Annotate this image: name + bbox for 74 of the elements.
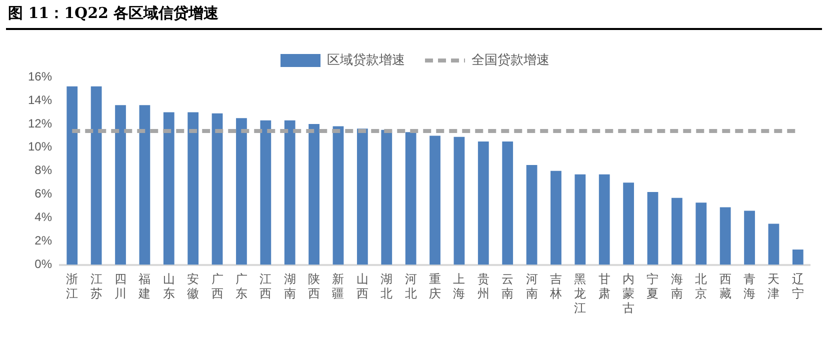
- x-tick-label: 甘肃: [598, 272, 610, 301]
- bar: [163, 112, 174, 265]
- x-tick-label: 北京: [695, 272, 708, 301]
- bar: [623, 182, 634, 265]
- bar: [90, 86, 102, 265]
- x-tick-label: 吉林: [548, 272, 562, 301]
- bar: [696, 202, 707, 265]
- bar: [647, 192, 658, 265]
- bar: [66, 86, 78, 265]
- bar: [792, 250, 804, 265]
- bar: [212, 113, 223, 265]
- x-tick-label: 广西: [211, 272, 224, 301]
- x-tick-label: 江苏: [90, 272, 102, 301]
- bar: [356, 128, 368, 265]
- bar: [381, 130, 392, 265]
- x-tick-label: 内蒙古: [622, 272, 635, 315]
- x-tick-label: 宁夏: [646, 272, 659, 301]
- legend-label: 区域贷款增速: [327, 52, 405, 68]
- x-tick-label: 湖北: [380, 272, 393, 301]
- x-tick-label: 天津: [768, 272, 780, 301]
- bar: [720, 207, 731, 265]
- legend-label: 全国贷款增速: [472, 52, 550, 68]
- x-tick-label: 安徽: [187, 272, 200, 301]
- x-tick-label: 青海: [744, 272, 756, 301]
- bar: [671, 198, 682, 265]
- x-tick-label: 陕西: [308, 272, 320, 301]
- bar: [332, 126, 344, 265]
- x-tick-label: 贵州: [477, 272, 490, 301]
- bar: [430, 136, 440, 265]
- bar: [574, 174, 586, 265]
- x-tick-label: 海南: [670, 272, 683, 301]
- y-tick-label: 0%: [34, 257, 52, 272]
- x-tick-label: 江西: [260, 272, 272, 301]
- x-tick-label: 上海: [453, 272, 466, 301]
- x-tick-label: 重庆: [429, 272, 442, 301]
- bar: [454, 136, 465, 265]
- x-tick-label: 河南: [526, 272, 538, 301]
- bar: [284, 120, 296, 265]
- x-tick-label: 广东: [235, 272, 248, 301]
- y-tick-label: 14%: [28, 92, 52, 107]
- chart-title: 图 11：1Q22 各区域信贷增速: [8, 4, 219, 23]
- y-tick-label: 10%: [28, 140, 52, 154]
- x-tick-label: 湖南: [284, 272, 296, 301]
- bar: [115, 105, 126, 265]
- y-tick-label: 16%: [28, 69, 52, 84]
- bar: [260, 120, 272, 265]
- bar: [236, 118, 247, 265]
- bar: [188, 112, 199, 265]
- bar: [598, 174, 610, 265]
- y-tick-label: 2%: [34, 234, 52, 248]
- y-tick-label: 4%: [34, 210, 52, 224]
- bar: [478, 142, 489, 265]
- bar: [308, 124, 320, 265]
- bar: [550, 170, 562, 265]
- x-tick-label: 西藏: [719, 272, 732, 301]
- y-tick-label: 6%: [34, 186, 52, 201]
- x-tick-label: 黑龙江: [574, 272, 586, 315]
- bar: [768, 224, 780, 265]
- x-tick-label: 浙江: [66, 272, 78, 301]
- x-tick-label: 辽宁: [792, 272, 804, 301]
- x-tick-label: 新疆: [332, 272, 344, 301]
- x-tick-label: 四川: [114, 272, 126, 301]
- bar: [502, 142, 514, 265]
- y-tick-label: 8%: [34, 163, 52, 178]
- bar: [405, 132, 416, 265]
- x-tick-label: 河北: [404, 272, 417, 301]
- x-tick-label: 山东: [162, 272, 175, 301]
- y-tick-label: 12%: [28, 116, 52, 130]
- x-tick-label: 山西: [356, 272, 368, 301]
- bar: [744, 210, 755, 265]
- x-tick-label: 云南: [502, 272, 514, 301]
- x-tick-label: 福建: [138, 272, 151, 301]
- bar: [139, 105, 150, 265]
- bar: [526, 165, 538, 265]
